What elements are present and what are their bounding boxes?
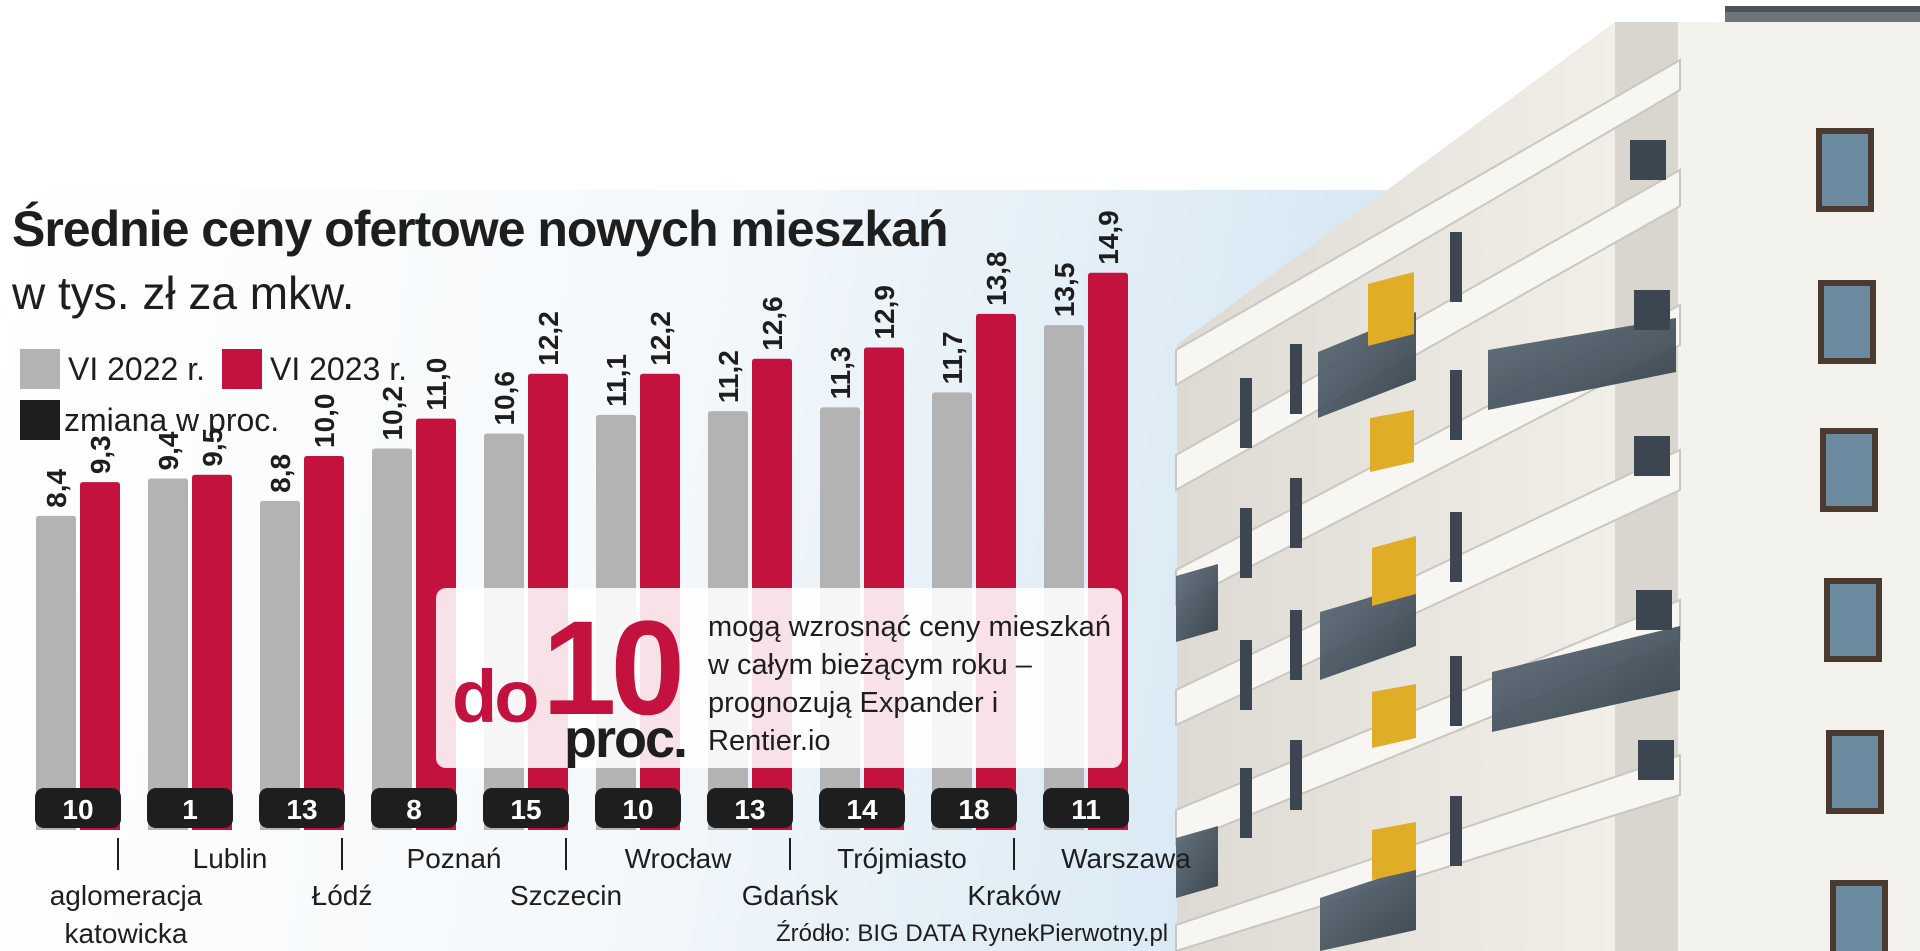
bar-value-label: 8,8 — [265, 454, 296, 493]
bar-value-label: 12,2 — [645, 311, 676, 366]
change-badge — [707, 788, 793, 828]
source-note: Źródło: BIG DATA RynekPierwotny.pl — [776, 920, 1169, 947]
bar-2022-1 — [148, 478, 188, 830]
bar-2022-3 — [372, 448, 412, 830]
bar-value-label: 12,9 — [869, 285, 900, 340]
category-label: Warszawa — [1061, 843, 1191, 874]
change-badge — [147, 788, 233, 828]
legend-swatch-2023 — [222, 349, 262, 389]
change-value: 15 — [510, 794, 541, 825]
bar-value-label: 11,0 — [421, 358, 452, 411]
callout-number: 10 — [542, 594, 685, 743]
bar-2023-2 — [304, 456, 344, 830]
bar-value-label: 12,2 — [533, 311, 564, 366]
change-badge — [1043, 788, 1129, 828]
bar-2022-2 — [260, 500, 300, 830]
category-label: Szczecin — [510, 880, 622, 911]
bar-value-label: 9,3 — [85, 435, 116, 474]
chart-title: Średnie ceny ofertowe nowych mieszkań — [12, 201, 949, 257]
legend-item-change: zmiana w proc. — [20, 400, 279, 440]
legend-label-2023: VI 2023 r. — [270, 350, 407, 387]
change-badge — [259, 788, 345, 828]
bar-value-label: 10,2 — [377, 386, 408, 441]
category-label: katowicka — [65, 918, 188, 949]
category-label: Kraków — [967, 880, 1061, 911]
change-value: 8 — [406, 794, 422, 825]
bar-2022-0 — [36, 515, 76, 830]
legend-label-change: zmiana w proc. — [64, 401, 280, 438]
change-badge — [595, 788, 681, 828]
change-value: 10 — [62, 794, 93, 825]
legend-label-2022: VI 2022 r. — [68, 350, 205, 387]
change-value: 11 — [1071, 794, 1101, 825]
change-value: 10 — [622, 794, 653, 825]
category-label: Lublin — [193, 843, 268, 874]
callout-prefix: do — [452, 655, 539, 738]
change-value: 14 — [846, 794, 878, 825]
category-label: Wrocław — [625, 843, 733, 874]
category-label: Poznań — [407, 843, 502, 874]
change-badge — [35, 788, 121, 828]
bar-value-label: 12,6 — [757, 296, 788, 351]
chart-subtitle: w tys. zł za mkw. — [12, 267, 355, 319]
category-label: Gdańsk — [742, 880, 839, 911]
change-badge — [819, 788, 905, 828]
bar-value-label: 10,0 — [309, 394, 340, 449]
category-label: Trójmiasto — [837, 843, 967, 874]
category-label: Łódź — [312, 880, 373, 911]
change-value: 13 — [286, 794, 317, 825]
bar-2023-0 — [80, 482, 120, 830]
change-value: 1 — [182, 794, 198, 825]
callout-unit: proc. — [564, 709, 688, 769]
category-label: aglomeracja — [50, 880, 203, 911]
forecast-callout: do 10 proc. mogą wzrosnąć ceny mieszkań … — [436, 588, 1122, 769]
change-badge — [483, 788, 569, 828]
legend-item-2023: VI 2023 r. — [222, 349, 407, 389]
bar-value-label: 11,1 — [601, 354, 632, 407]
change-value: 18 — [958, 794, 989, 825]
bar-value-label: 10,6 — [489, 371, 520, 426]
bar-value-label: 9,4 — [153, 431, 184, 470]
bar-value-label: 14,9 — [1093, 210, 1124, 265]
legend-swatch-2022 — [20, 349, 60, 389]
change-value: 13 — [734, 794, 765, 825]
change-badge — [931, 788, 1017, 828]
bar-value-label: 13,8 — [981, 251, 1012, 306]
bar-value-label: 11,2 — [713, 350, 744, 403]
callout-text: mogą wzrosnąć ceny mieszkań w całym bież… — [708, 611, 1111, 757]
bar-value-label: 8,4 — [41, 468, 72, 507]
bar-value-label: 9,5 — [197, 428, 228, 467]
bar-value-label: 13,5 — [1049, 263, 1080, 318]
bar-value-label: 11,3 — [825, 346, 856, 399]
bar-2023-1 — [192, 474, 232, 830]
bar-value-label: 11,7 — [937, 331, 968, 384]
change-badge — [371, 788, 457, 828]
legend-item-2022: VI 2022 r. — [20, 349, 205, 389]
legend-swatch-change — [20, 400, 60, 440]
